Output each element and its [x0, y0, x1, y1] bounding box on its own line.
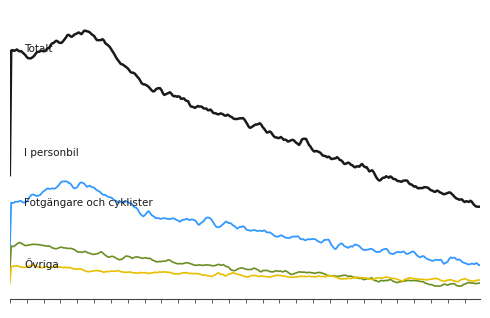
Text: I personbil: I personbil — [24, 149, 79, 158]
Text: Totalt: Totalt — [24, 44, 52, 54]
Text: Fotgängare och cyklister: Fotgängare och cyklister — [24, 198, 153, 208]
Text: Övriga: Övriga — [24, 259, 59, 270]
